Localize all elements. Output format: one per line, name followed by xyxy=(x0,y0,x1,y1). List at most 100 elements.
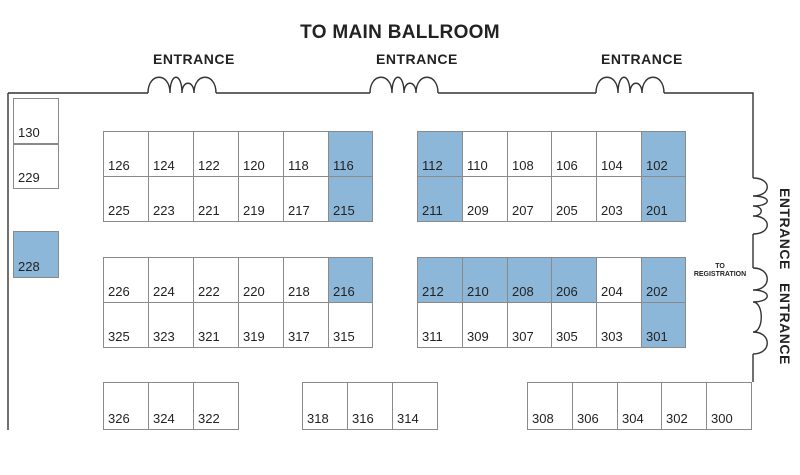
booth-number: 229 xyxy=(18,170,40,185)
booth-308[interactable]: 308 xyxy=(527,382,573,430)
booth-number: 108 xyxy=(512,158,534,173)
booth-311[interactable]: 311 xyxy=(417,302,463,348)
booth-326[interactable]: 326 xyxy=(103,382,149,430)
booth-120[interactable]: 120 xyxy=(238,131,284,177)
booth-108[interactable]: 108 xyxy=(507,131,552,177)
door-top-center xyxy=(369,76,439,94)
entrance-label-top-right: ENTRANCE xyxy=(601,51,683,67)
booth-206[interactable]: 206 xyxy=(551,257,597,303)
booth-208[interactable]: 208 xyxy=(507,257,552,303)
booth-number: 308 xyxy=(532,411,554,426)
booth-number: 102 xyxy=(646,158,668,173)
entrance-label-top-left: ENTRANCE xyxy=(153,51,235,67)
booth-212[interactable]: 212 xyxy=(417,257,463,303)
booth-210[interactable]: 210 xyxy=(462,257,508,303)
booth-number: 301 xyxy=(646,329,668,344)
booth-226[interactable]: 226 xyxy=(103,257,149,303)
booth-number: 316 xyxy=(352,411,374,426)
registration-label: TO REGISTRATION xyxy=(693,263,747,278)
booth-116[interactable]: 116 xyxy=(328,131,373,177)
booth-216[interactable]: 216 xyxy=(328,257,373,303)
booth-106[interactable]: 106 xyxy=(551,131,597,177)
booth-304[interactable]: 304 xyxy=(617,382,662,430)
booth-314[interactable]: 314 xyxy=(392,382,438,430)
booth-number: 124 xyxy=(153,158,175,173)
booth-319[interactable]: 319 xyxy=(238,302,284,348)
booth-203[interactable]: 203 xyxy=(596,176,642,222)
booth-305[interactable]: 305 xyxy=(551,302,597,348)
booth-number: 216 xyxy=(333,284,355,299)
booth-112[interactable]: 112 xyxy=(417,131,463,177)
booth-316[interactable]: 316 xyxy=(347,382,393,430)
booth-number: 222 xyxy=(198,284,220,299)
booth-302[interactable]: 302 xyxy=(661,382,707,430)
booth-number: 228 xyxy=(18,259,40,274)
booth-130[interactable]: 130 xyxy=(13,98,59,144)
booth-325[interactable]: 325 xyxy=(103,302,149,348)
booth-number: 319 xyxy=(243,329,265,344)
booth-number: 326 xyxy=(108,411,130,426)
booth-224[interactable]: 224 xyxy=(148,257,194,303)
booth-220[interactable]: 220 xyxy=(238,257,284,303)
booth-102[interactable]: 102 xyxy=(641,131,686,177)
booth-118[interactable]: 118 xyxy=(283,131,329,177)
entrance-label-right-lower: ENTRANCE xyxy=(777,283,793,365)
booth-301[interactable]: 301 xyxy=(641,302,686,348)
booth-317[interactable]: 317 xyxy=(283,302,329,348)
booth-223[interactable]: 223 xyxy=(148,176,194,222)
booth-318[interactable]: 318 xyxy=(302,382,348,430)
booth-104[interactable]: 104 xyxy=(596,131,642,177)
booth-221[interactable]: 221 xyxy=(193,176,239,222)
booth-321[interactable]: 321 xyxy=(193,302,239,348)
booth-324[interactable]: 324 xyxy=(148,382,194,430)
booth-number: 226 xyxy=(108,284,130,299)
booth-number: 325 xyxy=(108,329,130,344)
booth-303[interactable]: 303 xyxy=(596,302,642,348)
booth-222[interactable]: 222 xyxy=(193,257,239,303)
booth-number: 302 xyxy=(666,411,688,426)
booth-215[interactable]: 215 xyxy=(328,176,373,222)
booth-number: 122 xyxy=(198,158,220,173)
booth-number: 104 xyxy=(601,158,623,173)
booth-201[interactable]: 201 xyxy=(641,176,686,222)
booth-126[interactable]: 126 xyxy=(103,131,149,177)
entrance-label-top-center: ENTRANCE xyxy=(376,51,458,67)
booth-number: 207 xyxy=(512,203,534,218)
booth-110[interactable]: 110 xyxy=(462,131,508,177)
booth-number: 209 xyxy=(467,203,489,218)
booth-207[interactable]: 207 xyxy=(507,176,552,222)
booth-number: 305 xyxy=(556,329,578,344)
booth-number: 307 xyxy=(512,329,534,344)
booth-218[interactable]: 218 xyxy=(283,257,329,303)
booth-number: 304 xyxy=(622,411,644,426)
booth-number: 324 xyxy=(153,411,175,426)
booth-122[interactable]: 122 xyxy=(193,131,239,177)
booth-number: 205 xyxy=(556,203,578,218)
booth-228[interactable]: 228 xyxy=(13,231,59,278)
booth-309[interactable]: 309 xyxy=(462,302,508,348)
booth-124[interactable]: 124 xyxy=(148,131,194,177)
booth-number: 311 xyxy=(422,329,443,344)
door-top-left xyxy=(147,76,217,94)
booth-number: 224 xyxy=(153,284,175,299)
booth-204[interactable]: 204 xyxy=(596,257,642,303)
booth-300[interactable]: 300 xyxy=(706,382,752,430)
booth-217[interactable]: 217 xyxy=(283,176,329,222)
booth-225[interactable]: 225 xyxy=(103,176,149,222)
booth-306[interactable]: 306 xyxy=(572,382,618,430)
booth-number: 118 xyxy=(288,158,309,173)
booth-229[interactable]: 229 xyxy=(13,144,59,189)
booth-209[interactable]: 209 xyxy=(462,176,508,222)
booth-211[interactable]: 211 xyxy=(417,176,463,222)
booth-202[interactable]: 202 xyxy=(641,257,686,303)
booth-315[interactable]: 315 xyxy=(328,302,373,348)
booth-307[interactable]: 307 xyxy=(507,302,552,348)
booth-number: 314 xyxy=(397,411,419,426)
booth-323[interactable]: 323 xyxy=(148,302,194,348)
booth-205[interactable]: 205 xyxy=(551,176,597,222)
booth-219[interactable]: 219 xyxy=(238,176,284,222)
booth-number: 112 xyxy=(422,158,443,173)
booth-322[interactable]: 322 xyxy=(193,382,239,430)
booth-number: 204 xyxy=(601,284,623,299)
